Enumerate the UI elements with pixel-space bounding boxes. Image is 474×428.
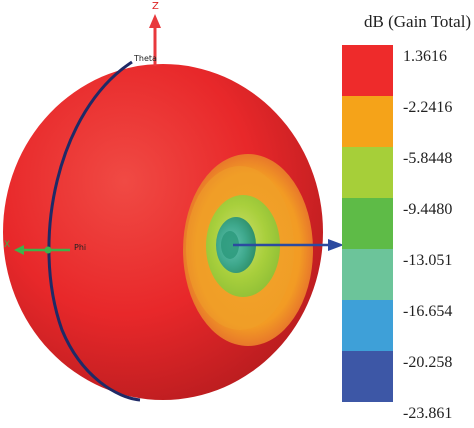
legend-swatch <box>342 45 393 96</box>
color-scale-bar <box>342 45 393 402</box>
legend-swatch <box>342 198 393 249</box>
legend-swatch <box>342 249 393 300</box>
legend-title: dB (Gain Total) <box>364 12 472 31</box>
legend-swatch <box>342 147 393 198</box>
legend-tick-label: 1.3616 <box>403 48 447 65</box>
x-axis-label: X <box>4 240 10 250</box>
legend-tick-label: -5.8448 <box>403 150 453 167</box>
inner-null-core <box>221 231 239 259</box>
legend-swatch <box>342 351 393 402</box>
phi-label: Phi <box>74 243 86 252</box>
legend-swatch <box>342 96 393 147</box>
y-axis-arrowhead <box>328 239 344 251</box>
legend-tick-label: -23.861 <box>403 405 453 422</box>
legend-tick-label: -2.2416 <box>403 99 453 116</box>
legend-swatch <box>342 300 393 351</box>
phi-meridian-arc <box>47 60 141 402</box>
origin-marker <box>44 246 52 254</box>
x-axis-arrowhead <box>14 245 24 255</box>
legend-tick-label: -16.654 <box>403 303 453 320</box>
z-axis-arrowhead <box>149 14 161 28</box>
legend-tick-label: -13.051 <box>403 252 453 269</box>
legend-tick-label: -9.4480 <box>403 201 453 218</box>
z-axis-label: Z <box>152 1 159 12</box>
legend-tick-label: -20.258 <box>403 354 453 371</box>
theta-label: Theta <box>133 54 157 63</box>
